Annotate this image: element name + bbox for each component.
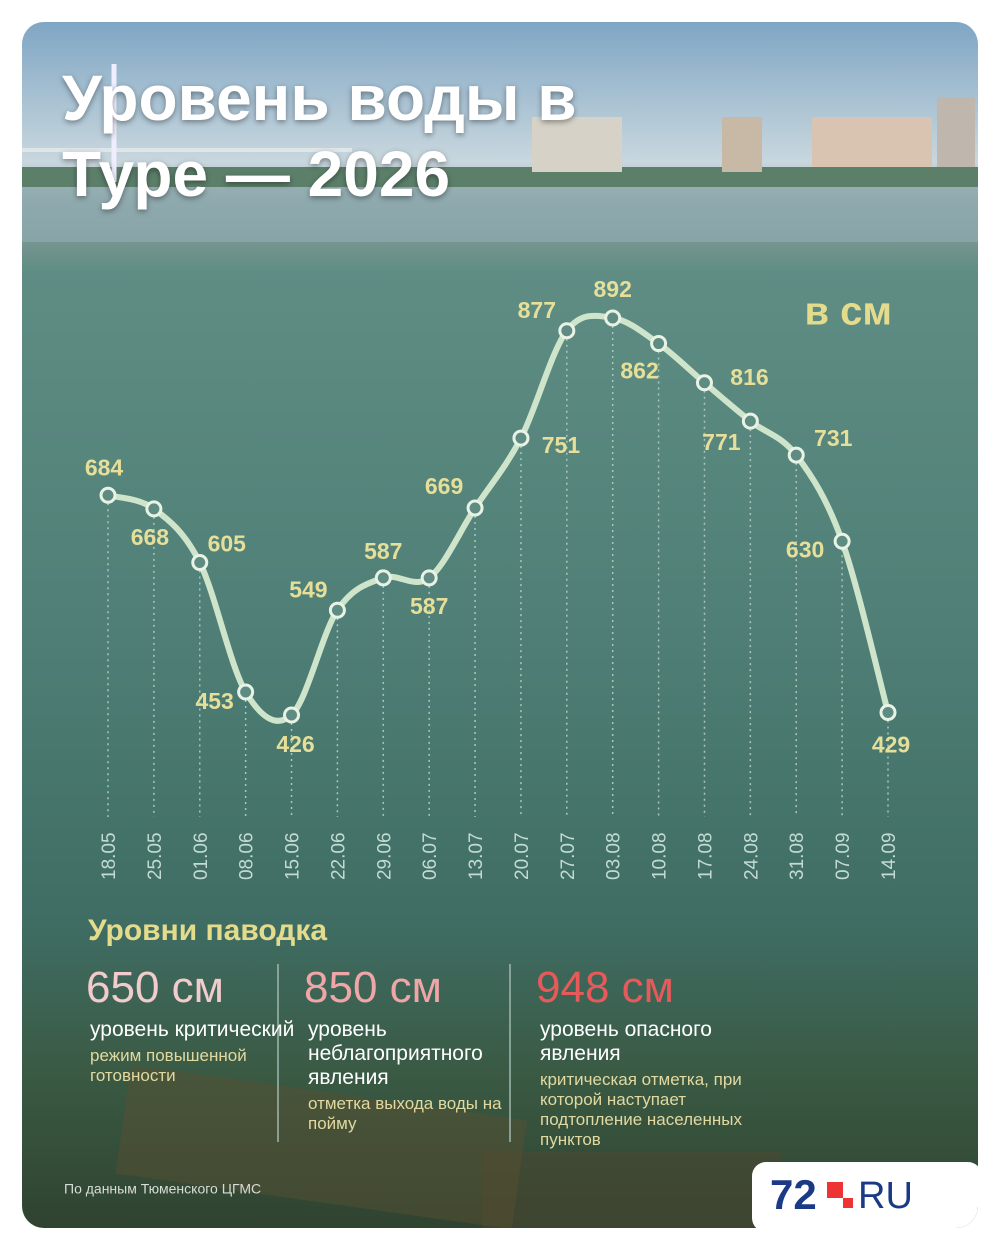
value-label: 877	[518, 297, 556, 323]
building	[722, 117, 762, 172]
x-tick-label: 24.08	[741, 832, 762, 880]
x-tick-label: 10.08	[650, 832, 671, 880]
x-tick-label: 01.06	[191, 832, 212, 880]
point	[374, 569, 392, 587]
title: Уровень воды в Туре — 2026	[62, 62, 577, 210]
chart: в см Уровни паводка По данным Тюменского…	[64, 276, 978, 1228]
level-level: 948 см	[536, 963, 674, 1012]
wreck	[115, 1064, 528, 1228]
x-tick-label: 31.08	[787, 832, 808, 880]
point	[328, 601, 346, 619]
point	[99, 486, 117, 504]
point	[191, 554, 209, 572]
value-label: 771	[702, 429, 741, 455]
value-label: 816	[730, 364, 768, 390]
level: 850 см уровень неблагоприятного явления от…	[304, 962, 519, 1134]
x-tick-label: 15.06	[283, 832, 304, 880]
point	[787, 446, 805, 464]
value-label: 751	[542, 432, 581, 458]
point	[879, 703, 897, 721]
source: По данным Тюменского ЦГМС	[64, 1181, 261, 1197]
logo-box	[752, 1162, 978, 1228]
building	[937, 97, 975, 167]
x-tick-label: 27.07	[558, 832, 579, 880]
value-label: 630	[786, 536, 824, 562]
value-label: 587	[364, 538, 402, 564]
value-label: 892	[594, 276, 632, 302]
logo-square	[843, 1198, 853, 1208]
point	[512, 429, 530, 447]
value-label: 429	[872, 732, 910, 758]
river-surface	[22, 187, 978, 242]
level-note: режим повышенной готовности	[90, 1046, 247, 1085]
point	[833, 532, 851, 550]
x-tick-label: 07.09	[833, 832, 854, 880]
level-level: 850 см	[304, 963, 442, 1012]
x-tick-label: 22.06	[328, 832, 349, 880]
point	[650, 335, 668, 353]
level-note: отметка выхода воды на пойму	[308, 1094, 502, 1133]
logo-number: 72	[770, 1171, 817, 1218]
level-name: уровень неблагоприятного явления	[308, 1018, 483, 1089]
logo-domain: RU	[858, 1175, 913, 1217]
x-tick-label: 25.05	[145, 832, 166, 880]
point	[695, 374, 713, 392]
x-tick-label: 29.06	[374, 832, 395, 880]
point	[741, 412, 759, 430]
x-tick-label: 06.07	[420, 832, 441, 880]
line	[107, 312, 891, 724]
value-label: 684	[85, 454, 124, 480]
scenery	[22, 64, 978, 1228]
point	[466, 499, 484, 517]
level-level: 650 см	[86, 963, 224, 1012]
card: Уровень воды в Туре — 2026 в см Уровни п…	[22, 22, 978, 1228]
point	[604, 309, 622, 327]
x-tick-label: 18.05	[99, 832, 120, 880]
value-label: 862	[620, 358, 658, 384]
level-name: уровень опасного явления	[540, 1018, 712, 1065]
unit-label: в см	[804, 290, 892, 334]
levels-title: Уровни паводка	[88, 914, 327, 947]
x-tick-label: 03.08	[604, 832, 625, 880]
point	[145, 500, 163, 518]
value-label: 605	[208, 531, 247, 557]
point	[558, 322, 576, 340]
logo-square	[827, 1182, 843, 1198]
x-tick-label: 08.06	[237, 832, 258, 880]
point	[283, 706, 301, 724]
value-label: 668	[131, 524, 170, 550]
level: 650 см уровень критический режим повышенно…	[86, 962, 301, 1086]
building	[812, 117, 932, 167]
value-label: 587	[410, 593, 448, 619]
x-tick-label: 17.08	[695, 832, 716, 880]
level-name: уровень критический	[90, 1018, 295, 1041]
value-label: 549	[289, 576, 327, 602]
x-tick-label: 20.07	[512, 832, 533, 880]
level: 948 см уровень опасного явления критическа…	[536, 962, 751, 1150]
seabed	[482, 1152, 782, 1228]
value-label: 731	[814, 425, 853, 451]
x-tick-label: 14.09	[879, 832, 900, 880]
level-note: критическая отметка, при которой наступа…	[540, 1070, 742, 1149]
building	[532, 117, 622, 172]
value-label: 426	[276, 731, 314, 757]
value-label: 669	[425, 473, 463, 499]
value-label: 453	[195, 688, 233, 714]
x-tick-label: 13.07	[466, 832, 487, 880]
point	[237, 683, 255, 701]
point	[420, 569, 438, 587]
